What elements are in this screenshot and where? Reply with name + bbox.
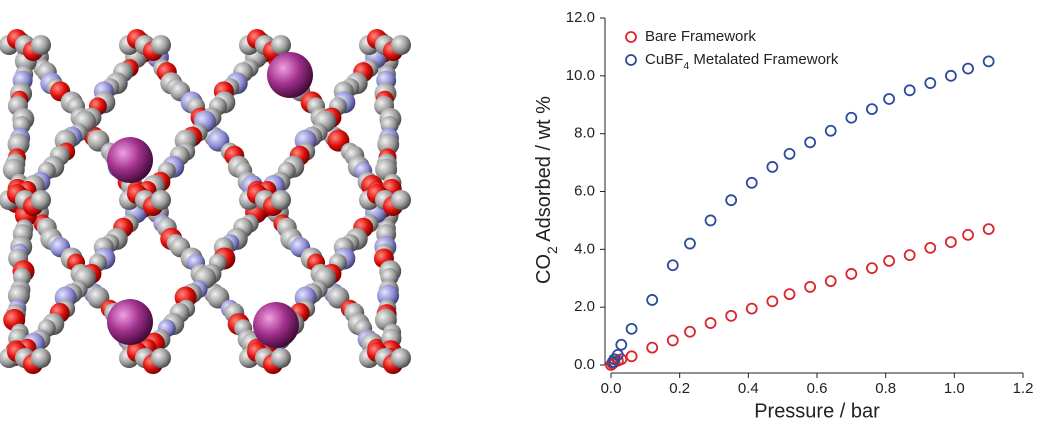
- atom: [391, 35, 411, 55]
- data-point: [747, 178, 757, 188]
- data-point: [767, 296, 777, 306]
- legend-marker: [626, 55, 636, 65]
- data-point: [706, 318, 716, 328]
- atom: [271, 348, 291, 368]
- text-part: Metalated Framework: [689, 51, 839, 68]
- data-point: [826, 126, 836, 136]
- data-point: [706, 215, 716, 225]
- x-tick-label: 0.4: [738, 380, 759, 397]
- data-point: [785, 149, 795, 159]
- data-point: [685, 239, 695, 249]
- metal-ion: [253, 302, 299, 348]
- y-tick-label: 10.0: [566, 67, 595, 84]
- y-tick-label: 2.0: [574, 298, 595, 315]
- figure: CO2 Adsorbed / wt % Pressure / bar 0.0 2.…: [0, 0, 1037, 428]
- data-point: [805, 282, 815, 292]
- metal-ion: [107, 299, 153, 345]
- subscript: 2: [544, 246, 560, 254]
- text-part: CuBF: [645, 51, 683, 68]
- text-part: Bare Framework: [645, 28, 756, 45]
- atom: [271, 190, 291, 210]
- x-tick-label: 0.6: [807, 380, 828, 397]
- atom: [31, 35, 51, 55]
- x-tick-label: 0.2: [669, 380, 690, 397]
- data-point: [925, 243, 935, 253]
- atom: [151, 190, 171, 210]
- data-point: [925, 78, 935, 88]
- data-point: [905, 85, 915, 95]
- data-point: [826, 276, 836, 286]
- y-tick-label: 12.0: [566, 9, 595, 26]
- data-point: [946, 71, 956, 81]
- legend-label: CuBF4 Metalated Framework: [645, 51, 839, 72]
- data-point: [884, 256, 894, 266]
- atom: [151, 35, 171, 55]
- legend-label: Bare Framework: [645, 28, 756, 45]
- x-tick-label: 1.0: [944, 380, 965, 397]
- data-point: [647, 295, 657, 305]
- atom: [31, 348, 51, 368]
- data-point: [905, 250, 915, 260]
- x-tick-label: 0.0: [601, 380, 622, 397]
- data-point: [726, 195, 736, 205]
- data-point: [747, 304, 757, 314]
- data-point: [668, 260, 678, 270]
- data-point: [867, 104, 877, 114]
- data-point: [685, 327, 695, 337]
- data-point: [647, 343, 657, 353]
- text-part: Adsorbed / wt %: [533, 96, 555, 246]
- data-point: [946, 237, 956, 247]
- atom: [271, 35, 291, 55]
- data-point: [668, 335, 678, 345]
- atom: [151, 348, 171, 368]
- chart: CO2 Adsorbed / wt % Pressure / bar 0.0 2.…: [533, 9, 1033, 422]
- atom: [391, 190, 411, 210]
- y-tick-label: 0.0: [574, 356, 595, 373]
- legend-marker: [626, 32, 636, 42]
- metal-ion: [107, 137, 153, 183]
- data-point: [984, 56, 994, 66]
- x-tick-label: 0.8: [875, 380, 896, 397]
- data-point: [846, 113, 856, 123]
- data-point: [867, 263, 877, 273]
- molecular-structure: [0, 29, 411, 374]
- data-point: [805, 137, 815, 147]
- data-point: [616, 340, 626, 350]
- data-point: [767, 162, 777, 172]
- data-point: [726, 311, 736, 321]
- data-point: [963, 64, 973, 74]
- data-point: [785, 289, 795, 299]
- y-tick-label: 4.0: [574, 240, 595, 257]
- data-point: [963, 230, 973, 240]
- x-axis-label: Pressure / bar: [754, 400, 880, 422]
- data-point: [627, 351, 637, 361]
- y-tick-label: 8.0: [574, 125, 595, 142]
- data-point: [627, 324, 637, 334]
- atom: [391, 348, 411, 368]
- atom: [31, 190, 51, 210]
- data-point: [984, 224, 994, 234]
- y-axis-label: CO2 Adsorbed / wt %: [533, 96, 559, 284]
- data-point: [846, 269, 856, 279]
- data-point: [884, 94, 894, 104]
- text-part: CO: [533, 254, 555, 284]
- x-tick-label: 1.2: [1013, 380, 1034, 397]
- metal-ion: [267, 52, 313, 98]
- y-tick-label: 6.0: [574, 182, 595, 199]
